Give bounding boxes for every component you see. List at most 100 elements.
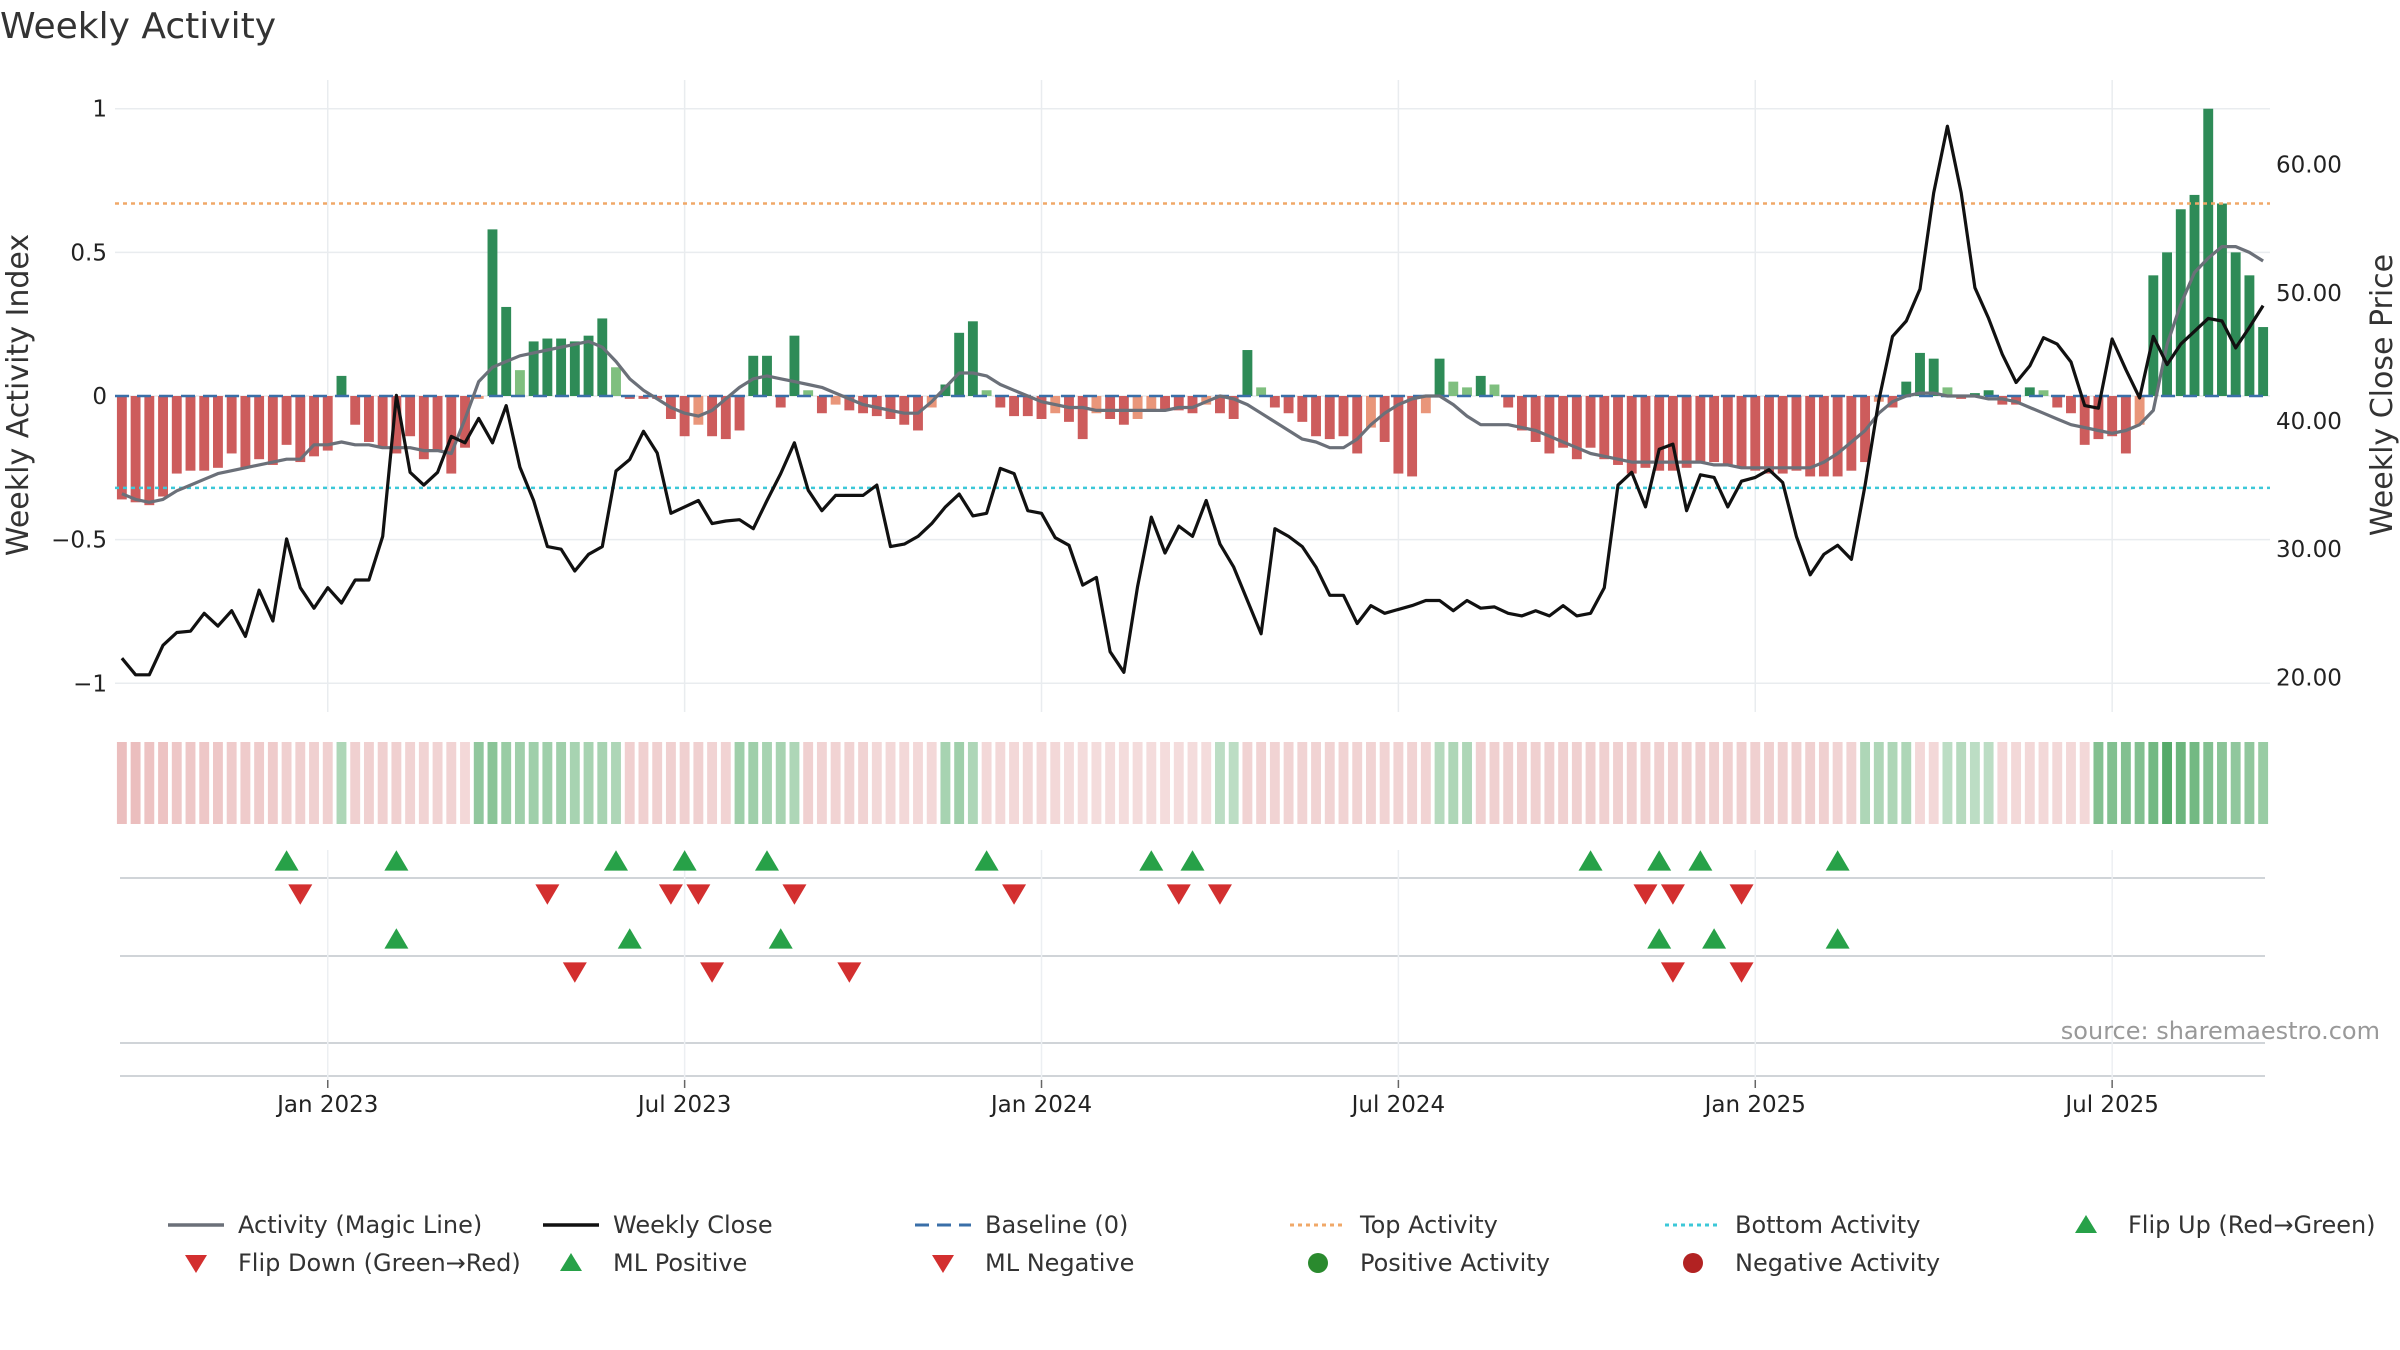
strength-cell xyxy=(1722,742,1733,824)
activity-bar xyxy=(1242,350,1253,396)
activity-bar xyxy=(446,396,457,474)
activity-bar xyxy=(158,396,168,497)
flip-up-marker xyxy=(604,850,629,871)
activity-bar xyxy=(377,396,388,448)
strength-cell xyxy=(2230,742,2241,824)
strength-cell xyxy=(803,742,814,824)
strength-cell xyxy=(514,742,525,824)
activity-bar xyxy=(816,396,827,414)
activity-bar xyxy=(556,338,567,396)
ml-negative-marker xyxy=(700,962,725,983)
activity-bar xyxy=(1283,396,1294,414)
strength-cell xyxy=(1064,742,1074,824)
strength-cell xyxy=(1311,742,1321,824)
strength-cell xyxy=(1860,742,1871,824)
activity-bar xyxy=(1269,396,1280,408)
flip-down-marker xyxy=(658,884,683,905)
strength-cell xyxy=(899,742,910,824)
activity-bar xyxy=(116,396,127,500)
activity-bar xyxy=(1105,396,1116,419)
strength-cell xyxy=(2148,742,2159,824)
strength-cell xyxy=(446,742,457,824)
strength-cell xyxy=(185,742,196,824)
activity-bar xyxy=(185,396,196,471)
activity-bar xyxy=(336,375,347,396)
strength-cell xyxy=(1173,742,1184,824)
strength-cell xyxy=(1352,742,1363,824)
activity-bar xyxy=(2230,252,2241,396)
strength-cell xyxy=(116,742,127,824)
strength-cell xyxy=(1036,742,1047,824)
strength-cell xyxy=(1997,742,2008,824)
x-tick-label: Jul 2025 xyxy=(2063,1092,2159,1118)
activity-bar xyxy=(405,396,416,437)
strength-cell xyxy=(1640,742,1651,824)
activity-bar xyxy=(2079,396,2090,445)
strength-cell xyxy=(556,742,567,824)
strength-cell xyxy=(830,742,841,824)
strength-cell xyxy=(2052,742,2063,824)
strength-cell xyxy=(1091,742,1102,824)
strength-cell xyxy=(2120,742,2131,824)
activity-bar xyxy=(2189,194,2200,396)
strength-cell xyxy=(2258,742,2269,824)
x-tick-label: Jul 2023 xyxy=(636,1092,732,1118)
flip-up-marker xyxy=(754,850,779,871)
activity-bar xyxy=(1832,396,1843,477)
activity-bar xyxy=(611,367,621,396)
strength-cell xyxy=(1901,742,1912,824)
activity-bar xyxy=(2217,203,2227,396)
legend-label: ML Positive xyxy=(613,1249,747,1277)
activity-bar xyxy=(1173,396,1184,411)
strength-cell xyxy=(171,742,182,824)
activity-bar xyxy=(295,396,306,463)
strength-cell xyxy=(1009,742,1020,824)
strength-cell xyxy=(1201,742,1212,824)
activity-bar xyxy=(1379,396,1390,442)
strength-cell xyxy=(652,742,663,824)
activity-bar xyxy=(789,335,800,396)
activity-bar xyxy=(569,341,580,396)
activity-bar xyxy=(1475,375,1486,396)
activity-bar xyxy=(1228,396,1239,419)
strength-cell xyxy=(1379,742,1390,824)
legend-label: Positive Activity xyxy=(1360,1249,1550,1277)
activity-bar xyxy=(1764,396,1774,474)
strength-cell xyxy=(1242,742,1253,824)
activity-bar xyxy=(2203,108,2214,397)
legend-label: Top Activity xyxy=(1359,1211,1498,1239)
weekly-close-series xyxy=(120,124,2265,677)
activity-bar xyxy=(240,396,251,468)
strength-cell xyxy=(2066,742,2076,824)
activity-bar xyxy=(1324,396,1335,440)
right-tick-label: 20.00 xyxy=(2276,665,2342,691)
activity-bar xyxy=(1036,396,1047,419)
flip-down-marker xyxy=(1166,884,1191,905)
strength-cell xyxy=(2038,742,2049,824)
activity-bar xyxy=(1434,358,1445,396)
flip-up-marker xyxy=(974,850,999,871)
ml-positive-marker xyxy=(617,928,642,949)
flip-up-marker xyxy=(1139,850,1164,871)
activity-bar xyxy=(1722,396,1733,465)
strength-cell xyxy=(1146,742,1157,824)
ml-negative-marker xyxy=(562,962,587,983)
strength-cell xyxy=(1324,742,1335,824)
activity-bar xyxy=(1215,396,1225,414)
flip-down-marker xyxy=(686,884,711,905)
strength-cell xyxy=(775,742,786,824)
strength-cell xyxy=(1365,742,1376,824)
activity-bar xyxy=(1338,396,1349,437)
left-tick-label: 1 xyxy=(92,97,107,123)
strength-cell xyxy=(1887,742,1898,824)
strength-cell xyxy=(707,742,718,824)
strength-cell xyxy=(1530,742,1541,824)
flip-down-marker xyxy=(1002,884,1027,905)
strength-cell xyxy=(2189,742,2200,824)
activity-bar xyxy=(734,396,745,431)
strength-cell xyxy=(1077,742,1088,824)
activity-bar xyxy=(2024,387,2035,396)
activity-bar xyxy=(1530,396,1541,442)
activity-bar xyxy=(1365,396,1376,428)
activity-bar xyxy=(226,396,237,454)
